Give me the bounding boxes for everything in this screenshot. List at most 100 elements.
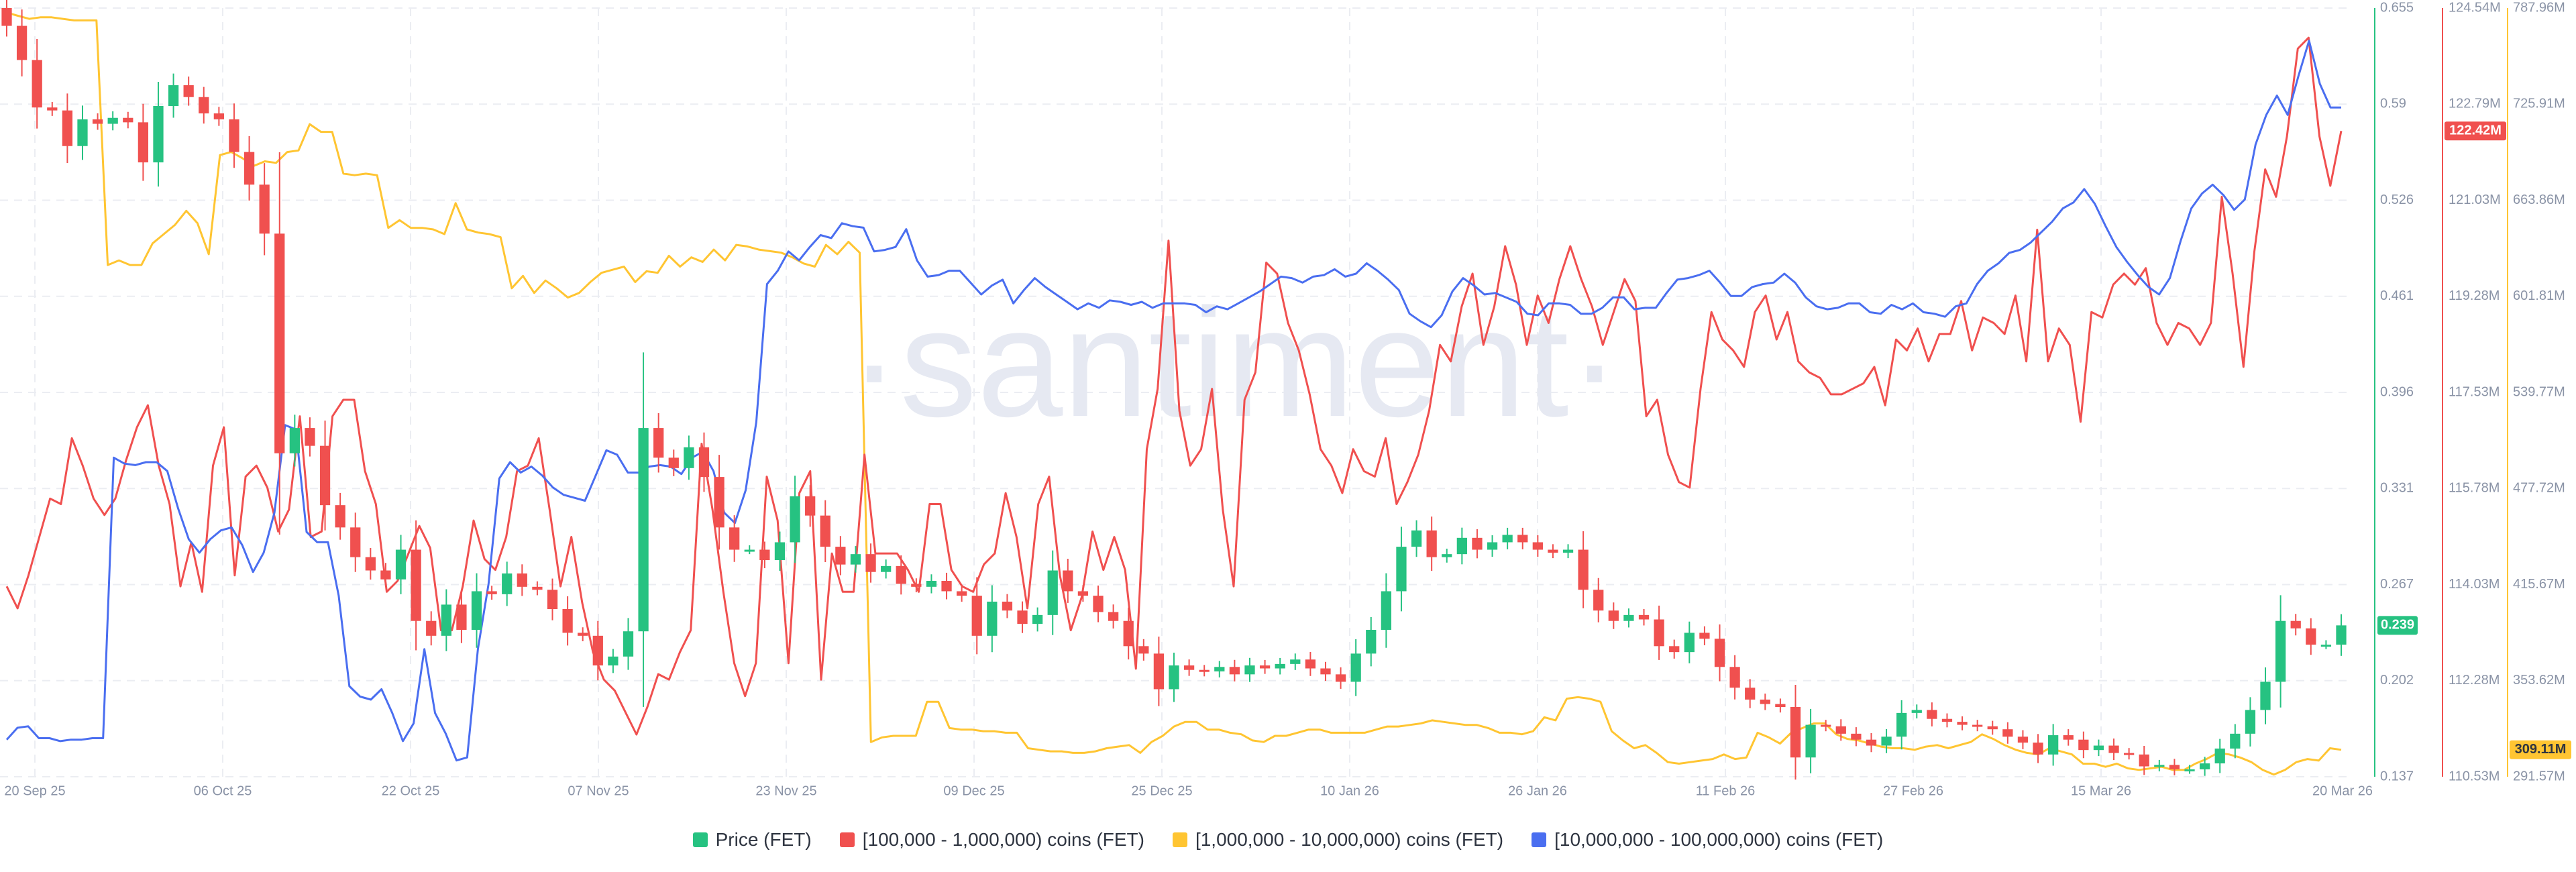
candle-body — [1229, 667, 1240, 675]
candle-body — [1123, 620, 1134, 647]
x-axis-tick: 22 Oct 25 — [382, 783, 440, 798]
candle-body — [16, 25, 28, 60]
candle-body — [1790, 707, 1801, 758]
yellow-axis-tick: 291.57M — [2513, 769, 2565, 783]
watermark: ·santiment· — [849, 276, 1620, 449]
candle-body — [62, 110, 73, 146]
candle-body — [2078, 739, 2089, 751]
candle-body — [532, 586, 543, 590]
red-axis-tick: 112.28M — [2449, 673, 2500, 688]
candle-body — [1305, 659, 1316, 669]
candle-body — [2139, 754, 2149, 767]
candle-body — [1108, 612, 1119, 621]
candle-body — [1835, 726, 1846, 734]
candle-body — [1472, 537, 1483, 550]
legend-item-3[interactable]: [1,000,000 - 10,000,000) coins (FET) — [1172, 829, 1503, 851]
yellow-axis-tick: 415.67M — [2513, 577, 2565, 592]
candle-body — [608, 656, 619, 666]
legend-label: [100,000 - 1,000,000) coins (FET) — [862, 829, 1144, 850]
candle-body — [2320, 645, 2332, 647]
candle-body — [380, 570, 391, 580]
candle-body — [517, 573, 527, 587]
price-axis-tick: 0.396 — [2380, 384, 2414, 399]
candle-body — [2048, 735, 2059, 755]
yellow-axis-tick: 787.96M — [2513, 0, 2565, 15]
candle-body — [805, 496, 816, 516]
candle-body — [2214, 748, 2225, 764]
price-axis-tick: 0.137 — [2380, 769, 2414, 783]
candle-body — [168, 85, 179, 107]
candle-body — [1927, 710, 1937, 719]
candle-body — [623, 631, 634, 657]
yellow-last-badge-bg — [2510, 740, 2571, 759]
candle-body — [2275, 620, 2286, 682]
legend-item-1[interactable]: Price (FET) — [692, 829, 812, 851]
candle-body — [335, 505, 345, 528]
legend-swatch — [1532, 832, 1547, 847]
legend: Price (FET) [100,000 - 1,000,000) coins (… — [0, 826, 2576, 853]
candle-body — [289, 428, 300, 453]
candle-body — [1684, 633, 1695, 653]
candle-body — [911, 584, 922, 587]
legend-item-4[interactable]: [10,000,000 - 100,000,000) coins (FET) — [1532, 829, 1883, 851]
legend-item-2[interactable]: [100,000 - 1,000,000) coins (FET) — [839, 829, 1144, 851]
price-axis-tick: 0.59 — [2380, 97, 2406, 111]
price-axis-tick: 0.461 — [2380, 288, 2414, 303]
candle-body — [2290, 620, 2301, 629]
candle-body — [319, 445, 331, 506]
candle-body — [2108, 745, 2119, 753]
candle-body — [1805, 724, 1816, 758]
candle-body — [199, 97, 209, 114]
x-axis-tick: 23 Nov 25 — [755, 783, 816, 798]
candle-body — [1593, 590, 1604, 611]
candle-body — [1047, 570, 1058, 615]
chart-svg: ·santiment· 0.655 124.54M 787.96M 0.59 122.7… — [0, 0, 2571, 798]
candle-body — [1578, 549, 1589, 590]
candle-body — [638, 428, 649, 632]
x-axis-tick: 20 Mar 26 — [2312, 783, 2373, 798]
candle-body — [1199, 669, 1210, 672]
candle-body — [1396, 547, 1407, 592]
candle-body — [1911, 710, 1922, 713]
candle-body — [1, 8, 12, 26]
candle-body — [1623, 614, 1634, 621]
candle-body — [790, 496, 800, 543]
candle-body — [1745, 688, 1756, 700]
candle-body — [578, 633, 588, 636]
candle-body — [2154, 765, 2165, 767]
candle-body — [2260, 682, 2271, 710]
candle-body — [1169, 665, 1179, 690]
x-axis-tick: 11 Feb 26 — [1696, 783, 1756, 798]
candle-body — [153, 106, 164, 163]
x-axis-tick: 06 Oct 25 — [194, 783, 252, 798]
candle-body — [107, 117, 118, 124]
candle-body — [1002, 601, 1013, 611]
candle-body — [698, 447, 710, 478]
x-axis-tick: 27 Feb 26 — [1883, 783, 1943, 798]
legend-label: [10,000,000 - 100,000,000) coins (FET) — [1554, 829, 1884, 850]
candle-body — [395, 549, 407, 580]
candle-body — [1350, 653, 1361, 682]
candle-body — [1017, 610, 1028, 624]
red-last-badge-bg — [2445, 121, 2506, 141]
candle-body — [1638, 614, 1650, 620]
red-axis-tick: 115.78M — [2449, 481, 2500, 496]
candle-body — [1259, 665, 1271, 669]
legend-swatch — [1172, 832, 1187, 847]
candle-body — [759, 549, 770, 560]
candle-body — [2245, 710, 2256, 734]
candle-body — [1442, 554, 1452, 557]
candle-body — [1714, 639, 1725, 667]
candle-body — [92, 119, 103, 124]
candle-body — [1456, 537, 1467, 555]
candle-body — [471, 591, 482, 630]
yellow-axis-tick: 353.62M — [2513, 673, 2565, 688]
candle-body — [259, 184, 270, 234]
candle-body — [426, 620, 437, 636]
candle-body — [47, 107, 58, 111]
candle-body — [1562, 549, 1574, 553]
candle-body — [653, 428, 664, 458]
red-axis-tick: 124.54M — [2449, 0, 2501, 15]
candle-body — [1381, 591, 1391, 630]
